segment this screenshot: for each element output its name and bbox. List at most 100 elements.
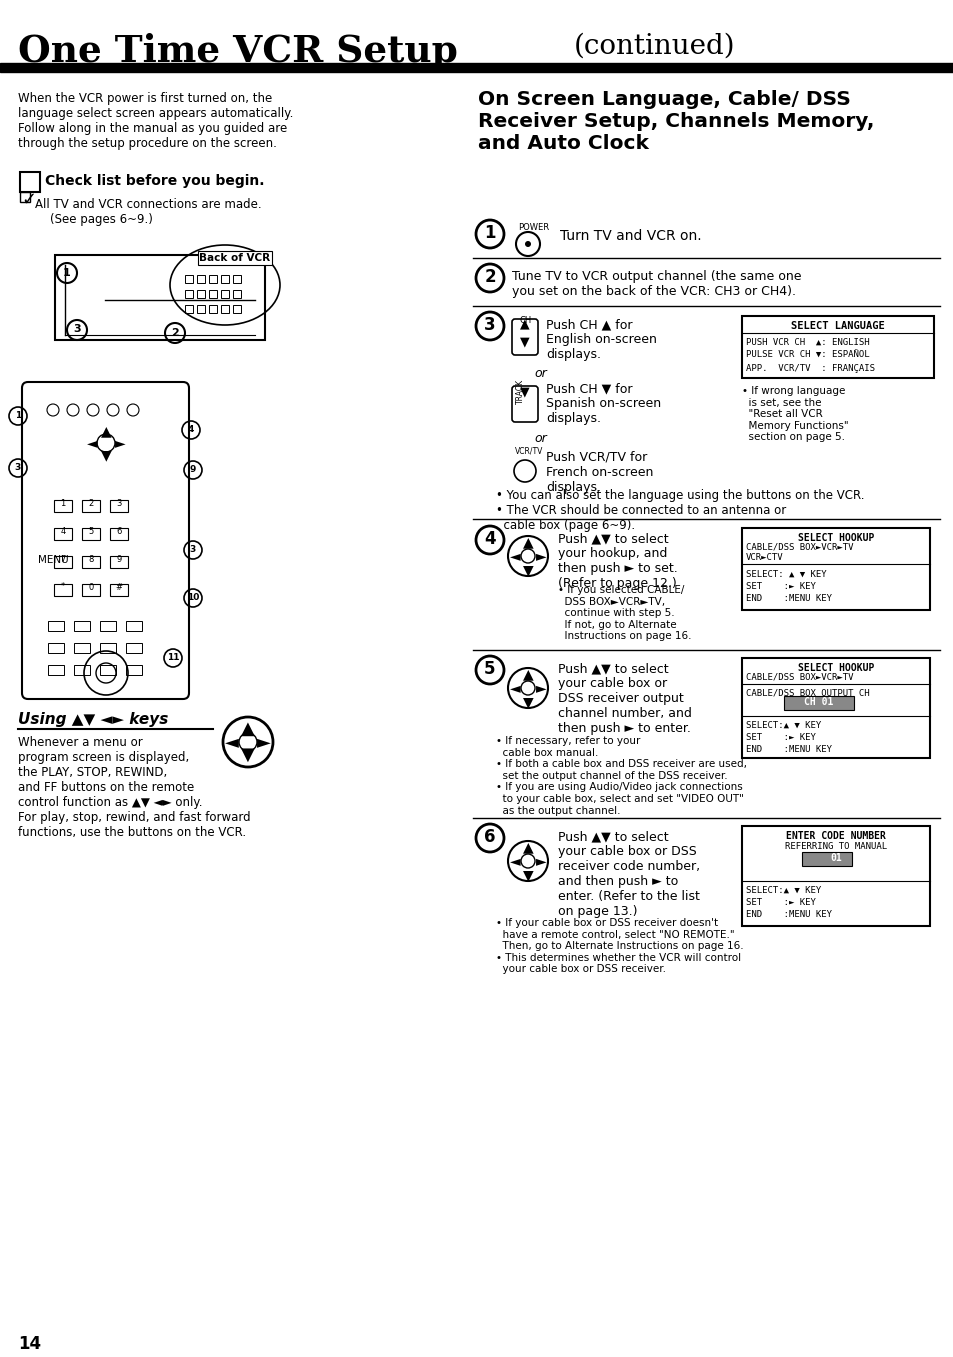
Text: SELECT: ▲ ▼ KEY: SELECT: ▲ ▼ KEY	[745, 570, 825, 579]
Text: When the VCR power is first turned on, the
language select screen appears automa: When the VCR power is first turned on, t…	[18, 92, 294, 151]
Text: Push CH ▲ for
English on-screen
displays.: Push CH ▲ for English on-screen displays…	[545, 318, 657, 361]
Bar	[110, 499, 128, 512]
Text: POWER: POWER	[517, 223, 549, 232]
Text: *: *	[61, 582, 65, 592]
Text: ►: ►	[536, 854, 546, 868]
Text: ◄: ◄	[87, 436, 97, 451]
Text: ▼: ▼	[522, 563, 533, 577]
Bar	[74, 643, 90, 653]
Text: END    :MENU KEY: END :MENU KEY	[745, 745, 831, 754]
Text: ▲: ▲	[522, 668, 533, 681]
Text: Push VCR/TV for
French on-screen
displays.: Push VCR/TV for French on-screen display…	[545, 451, 653, 494]
Text: 1: 1	[60, 498, 66, 508]
Bar	[221, 275, 229, 284]
Text: • You can also set the language using the buttons on the VCR.
• The VCR should b: • You can also set the language using th…	[496, 489, 863, 532]
Bar	[221, 290, 229, 299]
Text: ▼: ▼	[522, 868, 533, 882]
Text: ▲: ▲	[522, 840, 533, 854]
Text: ▼: ▼	[101, 448, 112, 461]
FancyBboxPatch shape	[22, 383, 189, 699]
Bar	[209, 290, 216, 299]
Text: SELECT HOOKUP: SELECT HOOKUP	[797, 664, 873, 673]
Bar	[54, 528, 71, 540]
Text: ▼: ▼	[522, 695, 533, 708]
Bar	[54, 556, 71, 569]
Text: On Screen Language, Cable/ DSS
Receiver Setup, Channels Memory,
and Auto Clock: On Screen Language, Cable/ DSS Receiver …	[477, 90, 874, 153]
Bar	[55, 255, 265, 341]
Text: 4: 4	[188, 425, 194, 434]
Text: Whenever a menu or
program screen is displayed,
the PLAY, STOP, REWIND,
and FF b: Whenever a menu or program screen is dis…	[18, 735, 251, 839]
Text: PULSE VCR CH ▼: ESPAÑOL: PULSE VCR CH ▼: ESPAÑOL	[745, 351, 869, 360]
Text: ◄: ◄	[509, 854, 519, 868]
Text: 9: 9	[190, 465, 196, 474]
Text: ▼: ▼	[519, 335, 529, 349]
Text: CABLE/DSS BOX OUTPUT CH: CABLE/DSS BOX OUTPUT CH	[745, 688, 869, 697]
Bar	[82, 499, 100, 512]
Text: 6: 6	[484, 829, 496, 847]
Bar	[100, 643, 116, 653]
Text: 4: 4	[484, 531, 496, 548]
Text: ▲: ▲	[519, 318, 529, 331]
Text: All TV and VCR connections are made.
    (See pages 6~9.): All TV and VCR connections are made. (Se…	[35, 198, 261, 227]
Text: END    :MENU KEY: END :MENU KEY	[745, 911, 831, 919]
Bar	[100, 622, 116, 631]
Text: 3: 3	[484, 316, 496, 334]
Text: 0: 0	[89, 582, 93, 592]
Bar	[209, 305, 216, 313]
Bar	[233, 305, 241, 313]
Bar	[48, 665, 64, 674]
Text: SELECT HOOKUP: SELECT HOOKUP	[797, 533, 873, 543]
Text: ▲: ▲	[101, 423, 112, 438]
Text: 1: 1	[484, 224, 496, 243]
Text: • If wrong language
  is set, see the
  "Reset all VCR
  Memory Functions"
  sec: • If wrong language is set, see the "Res…	[741, 385, 848, 442]
Bar	[221, 305, 229, 313]
Bar	[82, 556, 100, 569]
Text: Back of VCR: Back of VCR	[199, 252, 271, 263]
Text: CH: CH	[519, 316, 532, 324]
Text: (continued): (continued)	[573, 33, 734, 60]
Text: SELECT:▲ ▼ KEY: SELECT:▲ ▼ KEY	[745, 886, 821, 896]
Bar	[185, 275, 193, 284]
Text: • If necessary, refer to your
  cable box manual.
• If both a cable box and DSS : • If necessary, refer to your cable box …	[496, 735, 746, 816]
Bar	[185, 290, 193, 299]
Bar	[196, 290, 205, 299]
Text: 14: 14	[18, 1335, 41, 1353]
Bar	[74, 665, 90, 674]
Bar	[48, 643, 64, 653]
Bar	[196, 275, 205, 284]
Text: #: #	[115, 582, 122, 592]
Bar	[126, 665, 142, 674]
Text: or: or	[534, 366, 546, 380]
Text: 10: 10	[187, 593, 199, 603]
Text: 3: 3	[190, 546, 196, 554]
Text: Push CH ▼ for
Spanish on-screen
displays.: Push CH ▼ for Spanish on-screen displays…	[545, 383, 660, 425]
Bar	[185, 305, 193, 313]
Bar	[196, 305, 205, 313]
Text: ▲: ▲	[522, 535, 533, 550]
Bar	[209, 275, 216, 284]
Bar	[74, 622, 90, 631]
Bar	[741, 826, 929, 925]
Text: CH 01: CH 01	[803, 697, 833, 707]
Text: CABLE/DSS BOX►VCR►TV: CABLE/DSS BOX►VCR►TV	[745, 672, 853, 681]
Text: ▼: ▼	[241, 746, 254, 764]
Text: ◄: ◄	[509, 550, 519, 563]
Text: ►: ►	[536, 681, 546, 695]
Text: 6: 6	[116, 527, 122, 536]
Text: ✓: ✓	[21, 191, 36, 209]
Text: VCR►CTV: VCR►CTV	[745, 554, 782, 562]
Bar	[741, 658, 929, 759]
Text: ▼: ▼	[519, 385, 529, 399]
Bar	[54, 499, 71, 512]
Text: PUSH VCR CH  ▲: ENGLISH: PUSH VCR CH ▲: ENGLISH	[745, 338, 869, 347]
Bar	[54, 584, 71, 596]
Bar	[126, 622, 142, 631]
Text: SELECT:▲ ▼ KEY: SELECT:▲ ▼ KEY	[745, 721, 821, 730]
Text: 4: 4	[60, 527, 66, 536]
Bar	[82, 584, 100, 596]
Bar	[110, 528, 128, 540]
Text: One Time VCR Setup: One Time VCR Setup	[18, 33, 471, 69]
Text: 3: 3	[116, 498, 122, 508]
Text: 01: 01	[829, 854, 841, 863]
Text: REFERRING TO MANUAL: REFERRING TO MANUAL	[784, 841, 886, 851]
